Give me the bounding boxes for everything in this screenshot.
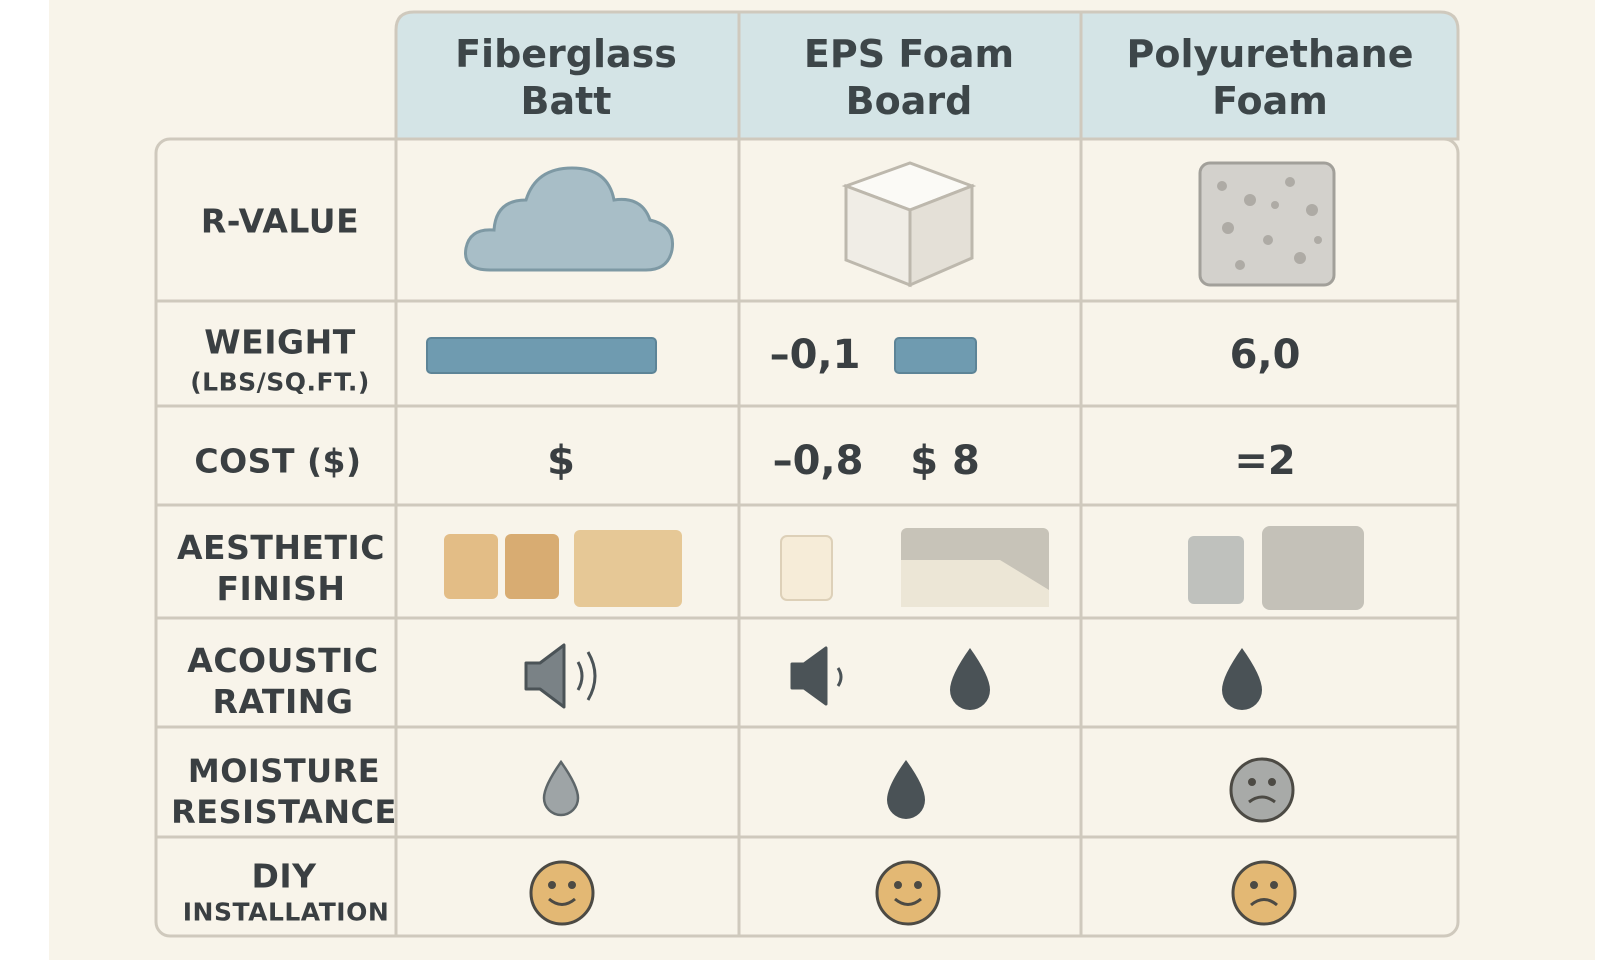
row-label: MOISTURE RESISTANCE bbox=[171, 752, 397, 831]
swatches bbox=[444, 526, 1364, 610]
column-header: EPS Foam Board bbox=[803, 32, 1015, 123]
weight-bar bbox=[894, 337, 977, 374]
weight-bar bbox=[426, 337, 657, 374]
table-border bbox=[154, 137, 1460, 938]
row-label: AESTHETIC FINISH bbox=[176, 528, 386, 608]
cell-text: =2 bbox=[1234, 438, 1296, 484]
cell-text: –0,8 bbox=[772, 438, 864, 484]
cell-text: –0,1 bbox=[769, 332, 861, 378]
drop-icons bbox=[542, 648, 1262, 819]
cell-text: 6,0 bbox=[1229, 332, 1301, 378]
cell-text: $ bbox=[547, 438, 575, 484]
cube-icon bbox=[841, 161, 977, 288]
row-label: DIY bbox=[251, 856, 317, 896]
cell-text: $ 8 bbox=[910, 438, 980, 484]
background bbox=[49, 0, 1595, 960]
row-label: COST ($) bbox=[194, 441, 362, 481]
foam-icon bbox=[1198, 161, 1336, 287]
column-header: Fiberglass Batt bbox=[455, 32, 677, 123]
row-label: ACOUSTIC RATING bbox=[187, 641, 379, 721]
header-band bbox=[394, 10, 1460, 141]
row-label: WEIGHT bbox=[204, 322, 356, 362]
cloud-icon bbox=[464, 166, 675, 272]
face-icons bbox=[529, 757, 1297, 926]
speaker-icon bbox=[524, 643, 843, 709]
row-sublabel: (LBS/SQ.FT.) bbox=[190, 367, 370, 397]
row-label: R-VALUE bbox=[200, 201, 360, 241]
grid bbox=[156, 12, 1458, 936]
column-header: Polyurethane Foam bbox=[1126, 32, 1414, 123]
row-sublabel: INSTALLATION bbox=[182, 897, 390, 927]
